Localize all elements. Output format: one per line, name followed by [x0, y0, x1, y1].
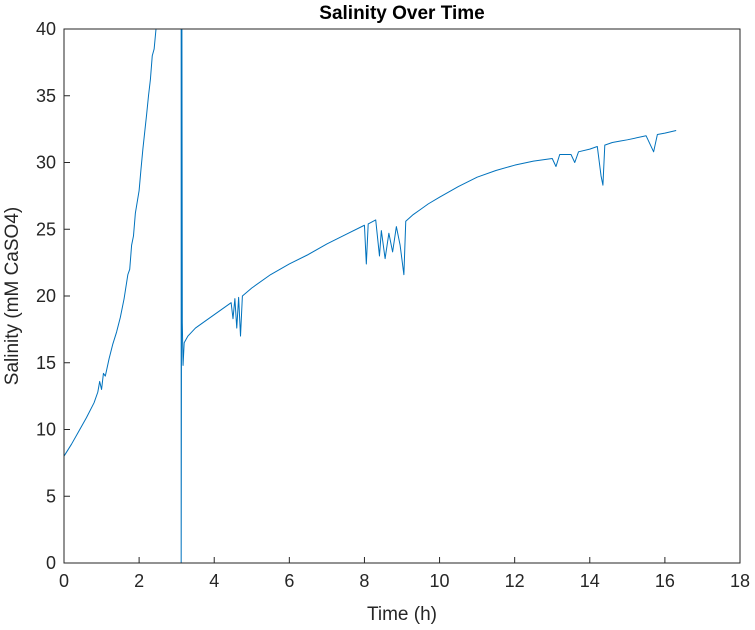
x-tick-label: 2	[134, 571, 144, 591]
y-tick-label: 30	[36, 153, 56, 173]
y-tick-label: 25	[36, 219, 56, 239]
plot-area	[64, 29, 740, 563]
y-tick-label: 10	[36, 420, 56, 440]
y-tick-label: 0	[46, 553, 56, 573]
x-tick-label: 0	[59, 571, 69, 591]
x-tick-label: 12	[505, 571, 525, 591]
y-tick-label: 5	[46, 486, 56, 506]
x-tick-label: 8	[359, 571, 369, 591]
x-tick-label: 14	[580, 571, 600, 591]
x-axis-label: Time (h)	[367, 604, 437, 625]
x-tick-label: 16	[655, 571, 675, 591]
x-tick-label: 10	[430, 571, 450, 591]
series-layer	[63, 28, 677, 564]
x-axis: 0 2 4 6 8 10 12 14 16 18	[59, 557, 750, 591]
chart-title: Salinity Over Time	[319, 3, 484, 24]
y-tick-label: 35	[36, 86, 56, 106]
y-axis: 0 5 10 15 20 25 30 35 40	[36, 19, 70, 573]
salinity-series-line	[63, 28, 157, 457]
x-tick-label: 18	[730, 571, 750, 591]
y-tick-label: 15	[36, 353, 56, 373]
x-tick-label: 4	[209, 571, 219, 591]
x-tick-label: 6	[284, 571, 294, 591]
y-tick-label: 20	[36, 286, 56, 306]
y-tick-label: 40	[36, 19, 56, 39]
y-axis-label: Salinity (mM CaSO4)	[2, 207, 23, 385]
salinity-series-line	[180, 28, 677, 564]
